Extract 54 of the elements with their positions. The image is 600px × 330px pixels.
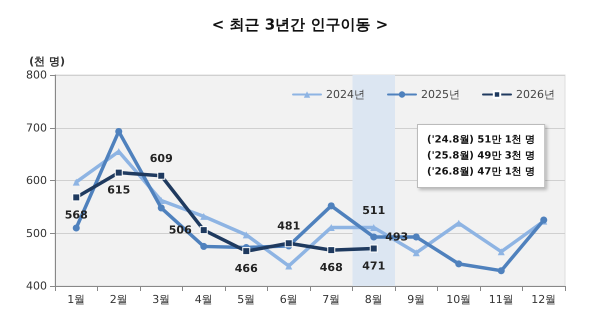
point <box>328 202 335 210</box>
point <box>72 178 80 186</box>
point <box>284 239 293 248</box>
point <box>72 224 80 232</box>
data-label: 511 <box>362 204 386 217</box>
point <box>498 248 505 256</box>
point <box>200 242 208 250</box>
x-tick-label: 8월 <box>364 293 383 306</box>
x-tick-label: 10월 <box>446 293 472 306</box>
x-tick-label: 6월 <box>280 293 298 306</box>
y-tick-label: 700 <box>26 121 47 134</box>
point <box>370 244 378 253</box>
point <box>498 267 505 274</box>
x-tick-label: 7월 <box>322 293 340 306</box>
x-tick-label: 9월 <box>407 293 426 306</box>
point <box>157 172 166 180</box>
annotation: ('26.8월) 47만 1천 명 <box>427 166 536 178</box>
x-tick-label: 5월 <box>237 293 256 306</box>
y-tick-label: 800 <box>26 68 47 82</box>
data-label: 471 <box>362 260 386 273</box>
x-tick-label: 12월 <box>531 293 556 306</box>
x-tick-label: 3월 <box>152 293 170 306</box>
data-label: 468 <box>320 261 343 274</box>
point <box>412 249 420 256</box>
data-label: 481 <box>277 219 300 232</box>
point <box>370 233 378 240</box>
y-axis-title: (천 명) <box>29 55 65 68</box>
x-tick-label: 1월 <box>67 293 86 306</box>
x-tick-label: 4월 <box>194 293 213 306</box>
point <box>285 262 292 270</box>
point <box>412 233 420 240</box>
y-tick-label: 600 <box>26 174 47 187</box>
x-tick-label: 11월 <box>488 293 514 306</box>
annotation: ('25.8월) 49만 3천 명 <box>427 150 536 162</box>
annotation: ('24.8월) 51만 1천 명 <box>427 134 536 146</box>
point <box>370 224 378 231</box>
legend-label: 2024년 <box>326 88 366 101</box>
chart-title: < 최근 3년간 인구이동 > <box>212 16 388 34</box>
point <box>242 247 250 256</box>
point <box>200 226 208 234</box>
x-tick-label: 2월 <box>110 293 128 306</box>
point <box>455 260 462 268</box>
point <box>72 193 80 202</box>
point <box>200 212 208 220</box>
data-label: 466 <box>234 262 258 276</box>
point <box>158 204 165 212</box>
legend-label: 2025년 <box>421 88 460 101</box>
data-label: 615 <box>107 184 130 197</box>
y-tick-label: 500 <box>26 226 47 240</box>
point <box>327 246 336 254</box>
point <box>114 168 123 177</box>
data-label: 609 <box>150 152 173 165</box>
y-tick-label: 400 <box>26 280 47 292</box>
legend-label: 2026년 <box>516 88 556 101</box>
